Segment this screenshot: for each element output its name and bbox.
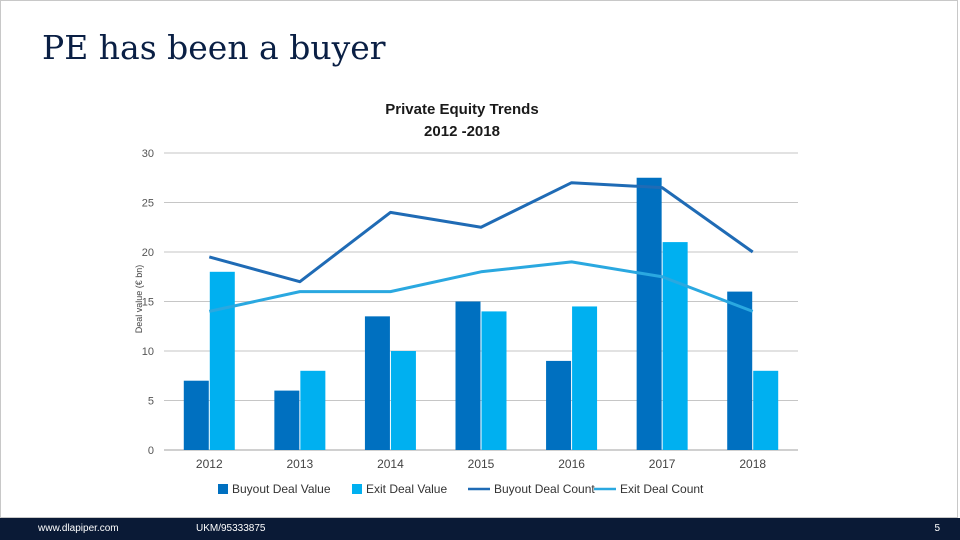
line-exit-deal-count — [208, 260, 754, 313]
bar-exit-deal-value — [481, 311, 507, 450]
bar-exit-deal-value — [572, 306, 598, 450]
x-tick-label: 2016 — [558, 457, 585, 471]
y-tick-label: 30 — [142, 148, 154, 160]
chart-title: Private Equity Trends — [385, 101, 538, 118]
footer-reference: UKM/95333875 — [196, 523, 266, 534]
legend-label-exit-deal-value: Exit Deal Value — [366, 482, 447, 496]
private-equity-chart: Private Equity Trends 2012 -2018 Deal va… — [134, 101, 798, 496]
bar-buyout-deal-value — [274, 390, 300, 450]
y-tick-label: 0 — [148, 445, 154, 457]
bar-buyout-deal-value — [636, 177, 662, 450]
legend-swatch-buyout-deal-value — [218, 484, 228, 494]
y-tick-label: 20 — [142, 247, 154, 259]
x-tick-label: 2014 — [377, 457, 404, 471]
legend-label-buyout-deal-value: Buyout Deal Value — [232, 482, 331, 496]
legend-swatch-exit-deal-value — [352, 484, 362, 494]
y-tick-label: 10 — [142, 346, 154, 358]
chart-subtitle: 2012 -2018 — [424, 123, 500, 140]
y-tick-label: 5 — [148, 396, 154, 408]
x-tick-label: 2013 — [287, 457, 314, 471]
legend-label-exit-deal-count: Exit Deal Count — [620, 482, 704, 496]
x-tick-label: 2018 — [739, 457, 766, 471]
x-tick-label: 2015 — [468, 457, 495, 471]
bar-buyout-deal-value — [183, 380, 209, 450]
bar-exit-deal-value — [753, 370, 779, 450]
slide-title: PE has been a buyer — [42, 28, 386, 67]
bar-exit-deal-value — [300, 370, 326, 450]
y-axis-label: Deal value (€ bn) — [134, 265, 144, 334]
legend-label-buyout-deal-count: Buyout Deal Count — [494, 482, 595, 496]
line-buyout-deal-count — [208, 181, 754, 284]
x-tick-label: 2017 — [649, 457, 676, 471]
footer-bar: www.dlapiper.com UKM/95333875 5 — [0, 518, 960, 540]
slide-frame — [0, 0, 958, 518]
bar-buyout-deal-value — [364, 316, 390, 450]
bar-buyout-deal-value — [455, 301, 481, 450]
bar-exit-deal-value — [390, 351, 416, 450]
bar-exit-deal-value — [209, 271, 235, 450]
x-tick-label: 2012 — [196, 457, 223, 471]
y-tick-label: 25 — [142, 198, 154, 210]
page-number: 5 — [934, 523, 940, 534]
bar-buyout-deal-value — [727, 291, 753, 450]
bar-buyout-deal-value — [546, 360, 572, 450]
footer-website: www.dlapiper.com — [38, 523, 119, 534]
y-tick-label: 15 — [142, 297, 154, 309]
bar-exit-deal-value — [662, 242, 688, 450]
